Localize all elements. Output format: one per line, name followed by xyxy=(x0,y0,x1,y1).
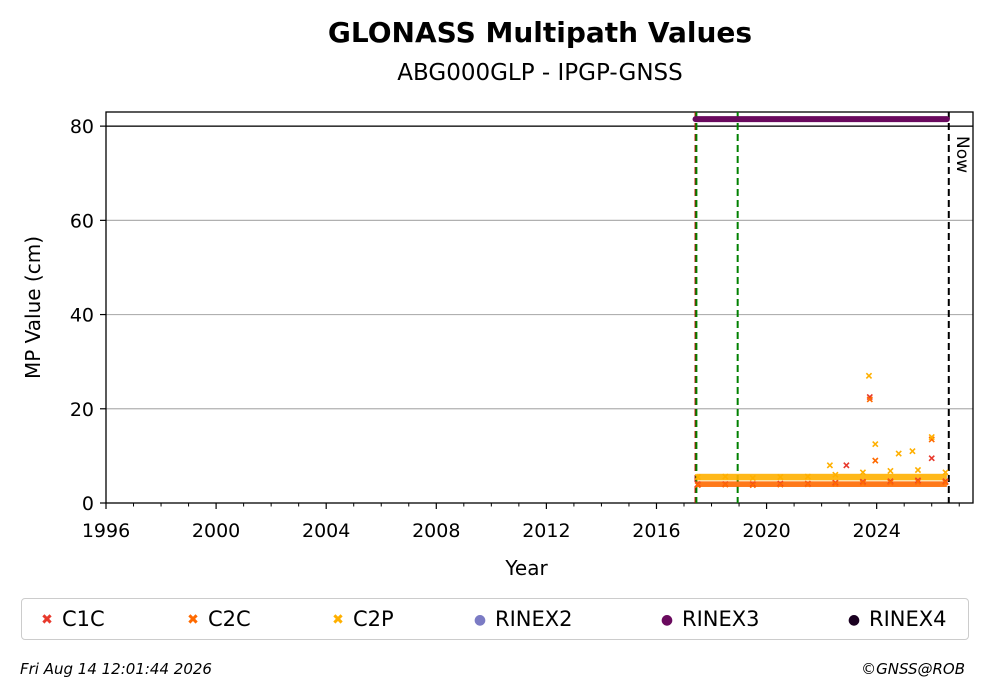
series-c1c-point-10 xyxy=(914,477,922,484)
series-c2p-point-4 xyxy=(804,473,812,480)
x-tick-label-2024: 2024 xyxy=(852,520,900,542)
legend-item-c1c: ✖ C1C xyxy=(38,607,105,631)
legend-item-rinex3: ● RINEX3 xyxy=(658,607,760,631)
series-c2p-point-5 xyxy=(826,462,834,469)
legend-label-rinex3: RINEX3 xyxy=(682,607,760,631)
series-c2c-point-0 xyxy=(694,481,701,489)
legend-marker-rinex3: ● xyxy=(660,612,674,628)
legend-marker-c1c: ✖ xyxy=(41,612,53,628)
series-c2p-point-3 xyxy=(777,473,784,481)
series-c2p-point-13 xyxy=(914,466,922,474)
series-c2c-point-9 xyxy=(887,479,894,486)
now-label: Now xyxy=(952,136,972,173)
legend-item-rinex4: ● RINEX4 xyxy=(845,607,947,631)
legend-item-rinex2: ● RINEX2 xyxy=(471,607,573,631)
x-tick-label-2016: 2016 xyxy=(632,520,680,542)
c2c-band xyxy=(696,481,947,487)
legend-marker-rinex4: ● xyxy=(847,612,861,628)
legend-marker-c2p: ✖ xyxy=(332,612,344,628)
legend: ✖ C1C ✖ C2C ✖ C2P ● RINEX2 ● RINEX3 ● RINEX4 xyxy=(21,598,969,640)
series-c2p-point-9 xyxy=(872,440,879,448)
series-c2c-point-3 xyxy=(777,481,784,488)
series-c2p-point-6 xyxy=(832,471,839,478)
x-tick-label-2004: 2004 xyxy=(302,520,350,542)
y-tick-label-40: 40 xyxy=(70,305,94,327)
series-c2c-point-10 xyxy=(914,478,922,485)
series-c2p-point-14 xyxy=(928,433,935,441)
legend-label-c1c: C1C xyxy=(62,607,105,631)
series-c2p-point-8 xyxy=(865,372,873,379)
c2p-band xyxy=(696,473,947,481)
legend-label-rinex4: RINEX4 xyxy=(869,607,947,631)
legend-marker-rinex2: ● xyxy=(473,612,487,628)
chart-subtitle: ABG000GLP - IPGP-GNSS xyxy=(397,60,683,86)
series-c2p-point-1 xyxy=(722,473,729,480)
footer-timestamp: Fri Aug 14 12:01:44 2026 xyxy=(20,660,212,678)
series-c1c-point-6 xyxy=(843,462,850,469)
series-c2c-point-4 xyxy=(804,480,812,488)
y-tick-label-20: 20 xyxy=(70,399,94,421)
series-c2c-point-12 xyxy=(942,479,949,486)
series-c2c-point-8 xyxy=(872,457,879,464)
series-c2p-point-0 xyxy=(694,473,701,481)
legend-marker-c2c: ✖ xyxy=(187,612,199,628)
x-tick-label-2012: 2012 xyxy=(522,520,570,542)
chart-title: GLONASS Multipath Values xyxy=(327,16,753,49)
series-c2c-point-5 xyxy=(832,480,839,487)
series-c2c-point-7 xyxy=(866,396,873,403)
series-c1c-point-11 xyxy=(928,455,935,462)
y-axis-label: MP Value (cm) xyxy=(21,236,45,379)
plot-frame xyxy=(105,111,974,504)
legend-label-c2c: C2C xyxy=(208,607,251,631)
legend-item-c2c: ✖ C2C xyxy=(184,607,251,631)
series-c2p-point-10 xyxy=(887,467,894,475)
x-tick-label-2020: 2020 xyxy=(742,520,790,542)
series-c2p-point-15 xyxy=(942,469,949,476)
y-tick-label-60: 60 xyxy=(70,210,94,232)
multipath-chart: 0 20 40 60 80 1996 2000 2004 2008 2012 2016 2020 202… xyxy=(21,111,974,580)
legend-item-c2p: ✖ C2P xyxy=(329,607,394,631)
y-tick-label-80: 80 xyxy=(70,116,94,138)
footer-copyright: ©GNSS@ROB xyxy=(861,660,965,678)
legend-label-c2p: C2P xyxy=(353,607,394,631)
y-tick-label-0: 0 xyxy=(82,493,94,515)
series-c2p-point-12 xyxy=(909,448,916,455)
x-axis-label: Year xyxy=(504,556,548,580)
series-c2c-point-1 xyxy=(722,481,729,488)
series-c2c-point-6 xyxy=(859,479,867,486)
series-c2p-point-2 xyxy=(749,474,756,482)
series-c2c-point-2 xyxy=(749,481,756,489)
legend-label-rinex2: RINEX2 xyxy=(495,607,573,631)
x-tick-label-2000: 2000 xyxy=(192,520,240,542)
x-tick-label-1996: 1996 xyxy=(82,520,130,542)
series-c2p-point-11 xyxy=(895,450,902,457)
x-tick-label-2008: 2008 xyxy=(412,520,460,542)
series-c2p-point-7 xyxy=(859,469,867,476)
